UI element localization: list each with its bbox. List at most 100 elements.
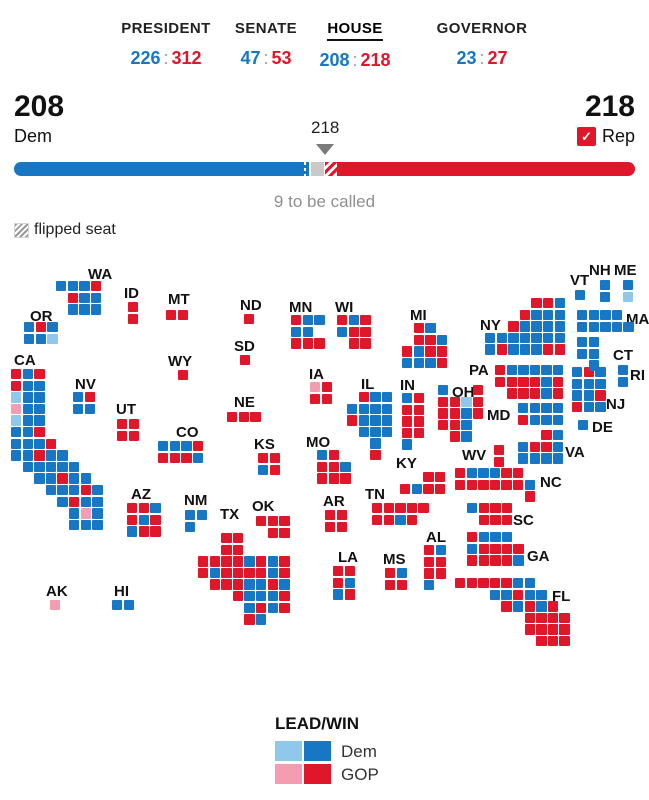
district-square-oh[interactable] bbox=[461, 419, 472, 431]
district-square-ca[interactable] bbox=[22, 461, 33, 473]
district-square-oh[interactable] bbox=[472, 408, 484, 419]
district-square-tx[interactable] bbox=[221, 533, 232, 544]
district-square-ky[interactable] bbox=[434, 472, 446, 483]
district-square-ri[interactable] bbox=[618, 376, 629, 387]
district-square-ma[interactable] bbox=[577, 321, 588, 332]
district-square-oh[interactable] bbox=[449, 396, 460, 407]
district-square-ar[interactable] bbox=[336, 510, 347, 521]
district-square-ny[interactable] bbox=[554, 321, 565, 332]
district-square-ca[interactable] bbox=[80, 485, 91, 496]
district-square-ca[interactable] bbox=[11, 427, 22, 438]
district-square-ma[interactable] bbox=[600, 310, 611, 321]
district-square-ca[interactable] bbox=[22, 392, 33, 403]
district-square-ca[interactable] bbox=[69, 508, 80, 519]
district-square-oh[interactable] bbox=[449, 431, 460, 442]
district-square-ma[interactable] bbox=[577, 310, 588, 321]
district-square-al[interactable] bbox=[424, 556, 435, 567]
district-square-in[interactable] bbox=[402, 416, 413, 427]
district-square-co[interactable] bbox=[192, 452, 204, 463]
district-square-ct[interactable] bbox=[588, 348, 599, 359]
district-square-md[interactable] bbox=[552, 403, 564, 414]
district-square-ma[interactable] bbox=[611, 310, 623, 321]
district-square-mn[interactable] bbox=[314, 315, 325, 326]
district-square-mt[interactable] bbox=[166, 310, 177, 321]
district-square-ut[interactable] bbox=[117, 430, 128, 441]
district-square-wa[interactable] bbox=[90, 281, 102, 292]
district-square-la[interactable] bbox=[333, 589, 344, 600]
district-square-ks[interactable] bbox=[258, 464, 269, 475]
district-square-nc[interactable] bbox=[478, 479, 489, 490]
district-square-tn[interactable] bbox=[383, 514, 394, 525]
district-square-il[interactable] bbox=[358, 426, 369, 438]
district-square-la[interactable] bbox=[344, 577, 355, 588]
district-square-va[interactable] bbox=[552, 430, 564, 441]
district-square-nc[interactable] bbox=[513, 468, 524, 479]
district-square-va[interactable] bbox=[552, 453, 564, 464]
district-square-nc[interactable] bbox=[455, 468, 466, 479]
district-square-oh[interactable] bbox=[438, 408, 449, 419]
district-square-wi[interactable] bbox=[337, 315, 348, 326]
district-square-la[interactable] bbox=[333, 577, 344, 588]
district-square-ga[interactable] bbox=[478, 555, 489, 566]
district-square-fl[interactable] bbox=[559, 612, 570, 624]
district-square-nj[interactable] bbox=[595, 378, 606, 389]
district-square-mi[interactable] bbox=[413, 357, 424, 369]
district-square-sc[interactable] bbox=[490, 514, 501, 525]
district-square-ca[interactable] bbox=[34, 403, 45, 415]
district-square-mn[interactable] bbox=[291, 338, 302, 349]
district-square-al[interactable] bbox=[424, 579, 435, 591]
district-square-ny[interactable] bbox=[531, 298, 542, 309]
district-square-ar[interactable] bbox=[336, 521, 347, 532]
district-square-ct[interactable] bbox=[588, 360, 599, 371]
district-square-tx[interactable] bbox=[232, 533, 244, 544]
district-square-tn[interactable] bbox=[406, 503, 418, 514]
district-square-md[interactable] bbox=[529, 414, 540, 425]
district-square-ny[interactable] bbox=[519, 332, 531, 344]
district-square-nc[interactable] bbox=[513, 479, 524, 490]
district-square-nc[interactable] bbox=[489, 468, 501, 479]
district-square-mo[interactable] bbox=[317, 473, 328, 484]
district-square-tx[interactable] bbox=[198, 556, 209, 567]
district-square-fl[interactable] bbox=[513, 578, 524, 589]
district-square-ny[interactable] bbox=[508, 344, 519, 355]
district-square-va[interactable] bbox=[552, 441, 564, 452]
district-square-pa[interactable] bbox=[553, 388, 564, 399]
district-square-ga[interactable] bbox=[513, 543, 524, 554]
district-square-ny[interactable] bbox=[531, 321, 542, 332]
district-square-ga[interactable] bbox=[501, 555, 513, 566]
district-square-pa[interactable] bbox=[541, 376, 552, 387]
district-square-mt[interactable] bbox=[177, 310, 188, 321]
district-square-mo[interactable] bbox=[328, 473, 339, 484]
district-square-nc[interactable] bbox=[524, 491, 535, 502]
district-square-ok[interactable] bbox=[256, 516, 267, 527]
district-square-mn[interactable] bbox=[291, 326, 302, 337]
district-square-az[interactable] bbox=[150, 514, 161, 525]
district-square-wa[interactable] bbox=[79, 292, 90, 303]
district-square-ca[interactable] bbox=[57, 496, 68, 507]
district-square-ny[interactable] bbox=[531, 309, 542, 320]
district-square-tx[interactable] bbox=[244, 567, 255, 579]
district-square-tx[interactable] bbox=[256, 602, 267, 613]
district-square-ri[interactable] bbox=[618, 365, 629, 376]
district-square-ga[interactable] bbox=[490, 532, 501, 543]
district-square-ia[interactable] bbox=[321, 393, 332, 404]
district-square-ma[interactable] bbox=[611, 321, 623, 332]
district-square-nj[interactable] bbox=[572, 378, 583, 389]
district-square-co[interactable] bbox=[192, 441, 204, 452]
district-square-ca[interactable] bbox=[11, 403, 22, 415]
district-square-ca[interactable] bbox=[80, 519, 91, 531]
district-square-ky[interactable] bbox=[423, 472, 434, 483]
district-square-mo[interactable] bbox=[340, 473, 351, 484]
district-square-vt[interactable] bbox=[575, 290, 586, 301]
district-square-tx[interactable] bbox=[232, 567, 244, 579]
district-square-wa[interactable] bbox=[67, 281, 78, 292]
district-square-tx[interactable] bbox=[279, 591, 290, 602]
district-square-ca[interactable] bbox=[34, 473, 45, 484]
district-square-il[interactable] bbox=[358, 415, 369, 426]
district-square-ca[interactable] bbox=[69, 485, 80, 496]
district-square-tn[interactable] bbox=[372, 503, 383, 514]
district-square-tx[interactable] bbox=[244, 591, 255, 602]
district-square-tn[interactable] bbox=[383, 503, 394, 514]
tab-house[interactable]: HOUSE 208:218 bbox=[290, 20, 420, 71]
district-square-ia[interactable] bbox=[310, 393, 321, 404]
